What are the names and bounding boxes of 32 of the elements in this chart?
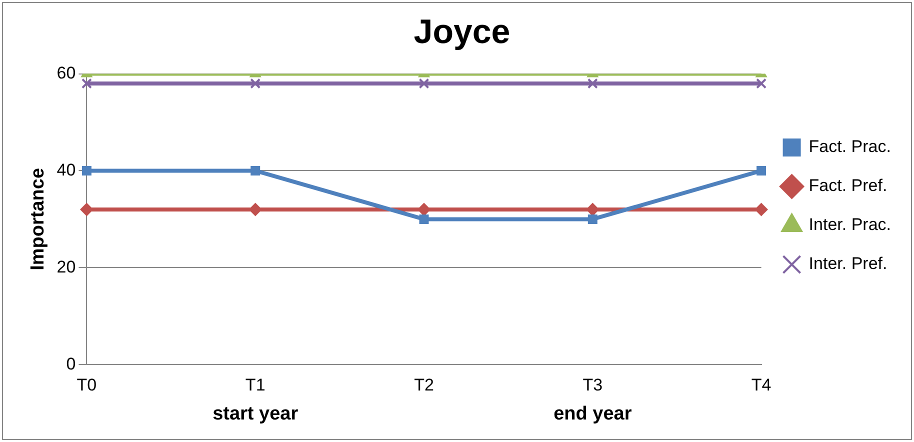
text: end year — [554, 404, 632, 425]
point — [419, 214, 429, 224]
point — [754, 203, 768, 216]
point — [250, 166, 260, 176]
legend-label: Inter. Pref. — [808, 254, 888, 274]
point — [250, 78, 261, 89]
point — [80, 203, 94, 216]
legend-label: Fact. Prac. — [808, 137, 891, 156]
x-tick-label: T1 — [245, 375, 266, 394]
point — [81, 78, 92, 89]
point — [756, 78, 767, 89]
legend-label: Inter. Prac. — [808, 215, 891, 234]
y-axis-title: Importance — [28, 168, 49, 270]
point — [248, 203, 262, 216]
x-tick-label: T4 — [751, 375, 772, 394]
y-tick-label: 20 — [56, 257, 76, 276]
point — [82, 166, 92, 176]
x-tick-label: T0 — [76, 375, 97, 394]
point — [587, 78, 598, 89]
point — [586, 203, 600, 216]
chart-title: Joyce — [414, 12, 510, 51]
point — [418, 203, 431, 216]
legend-label: Fact. Pref. — [808, 176, 888, 196]
point — [588, 214, 598, 224]
x-tick-label: T2 — [414, 375, 434, 394]
y-tick-label: 60 — [56, 63, 76, 82]
y-tick-label: 40 — [56, 160, 76, 180]
text: start year — [212, 404, 299, 425]
y-tick-label: 0 — [66, 354, 76, 374]
point — [418, 78, 430, 89]
x-tick-label: T3 — [582, 375, 603, 394]
point — [756, 166, 766, 176]
